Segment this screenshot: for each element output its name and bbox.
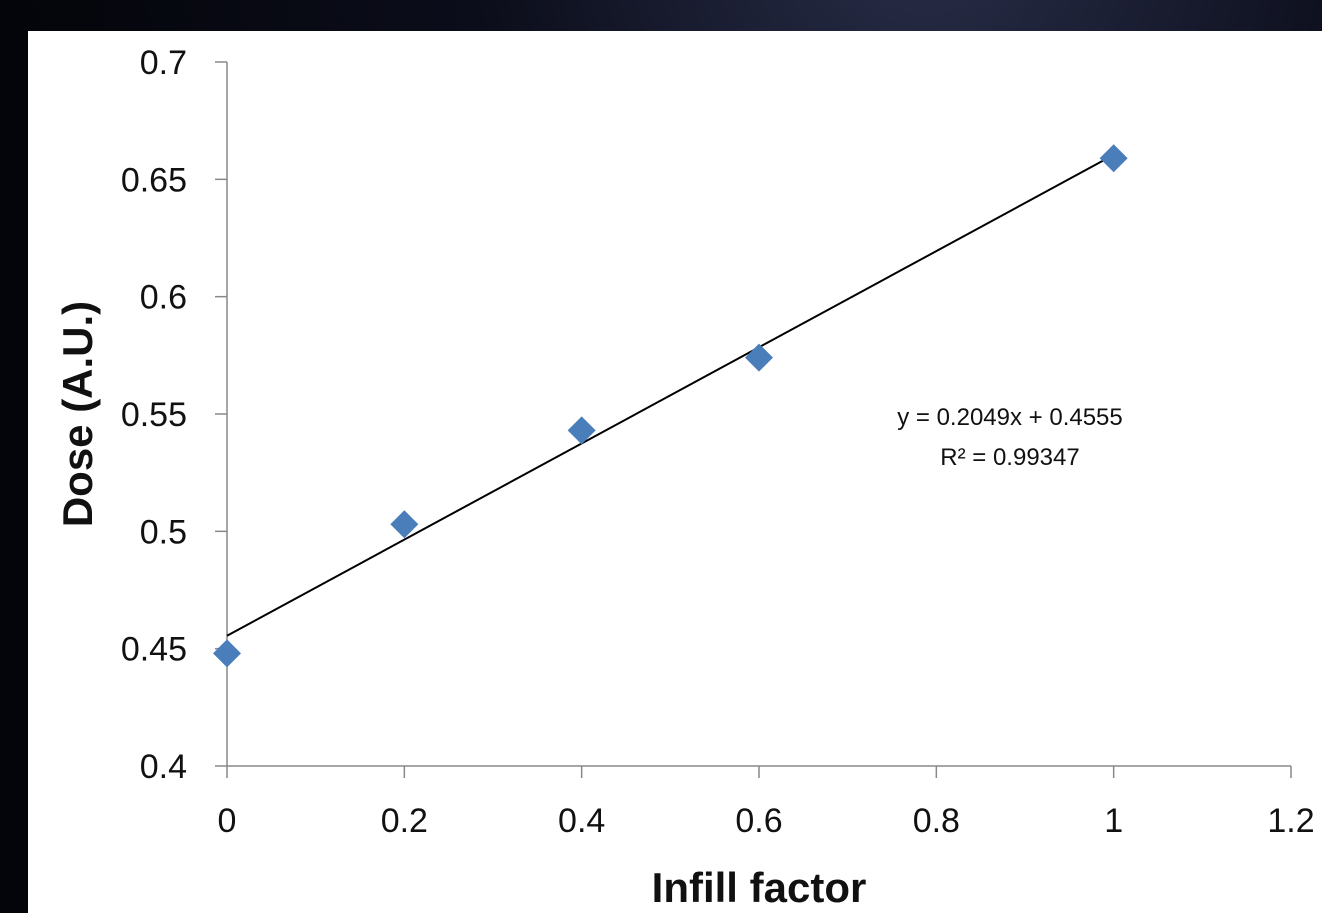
x-tick-label: 0 [218,802,237,840]
data-point-diamond [1099,144,1128,173]
trendline-equation: y = 0.2049x + 0.4555 [897,404,1123,431]
data-point-diamond [745,343,773,372]
y-tick-label: 0.6 [140,279,187,317]
x-tick-label: 1.2 [1267,802,1314,840]
x-tick-label: 0.6 [735,802,782,840]
y-axis-title: Dose (A.U.) [54,301,101,527]
data-point-diamond [213,639,241,668]
y-tick-label: 0.5 [140,513,187,551]
x-tick-label: 0.4 [558,802,605,840]
y-tick-label: 0.7 [140,44,187,82]
y-tick-label: 0.4 [140,748,187,786]
y-axis-ticks: 0.4 0.45 0.5 0.55 0.6 0.65 0.7 [121,44,227,786]
x-axis-title: Infill factor [652,864,867,911]
data-point-diamond [390,510,419,539]
x-tick-label: 0.2 [381,802,428,840]
axes [226,62,1291,767]
y-tick-label: 0.65 [121,161,187,199]
x-tick-label: 1 [1104,802,1123,840]
data-points [213,144,1128,668]
trendline [226,154,1115,637]
x-tick-label: 0.8 [913,802,960,840]
data-point-diamond [567,416,596,445]
trendline-r-squared: R² = 0.99347 [940,444,1079,471]
y-tick-label: 0.45 [121,631,187,669]
x-axis-ticks: 0 0.2 0.4 0.6 0.8 1 1.2 [218,766,1315,840]
y-tick-label: 0.55 [121,396,187,434]
